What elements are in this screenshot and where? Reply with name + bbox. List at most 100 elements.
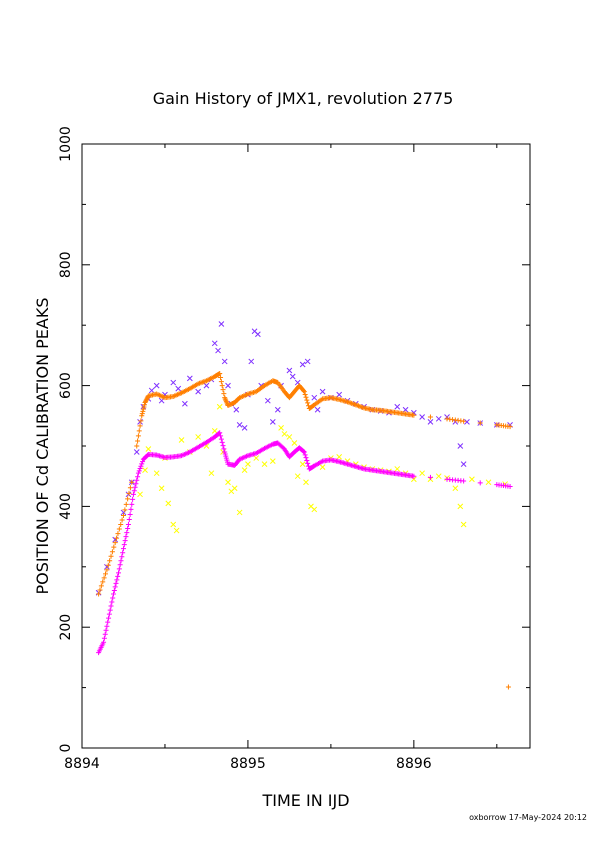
data-point bbox=[132, 484, 138, 490]
data-point bbox=[218, 375, 224, 381]
data-point bbox=[109, 549, 115, 555]
data-point bbox=[123, 534, 129, 540]
data-point bbox=[106, 615, 112, 621]
data-point bbox=[302, 391, 308, 397]
data-point bbox=[144, 396, 150, 402]
data-point bbox=[102, 631, 108, 637]
data-point bbox=[178, 437, 185, 443]
data-point bbox=[108, 603, 114, 609]
data-point bbox=[427, 418, 434, 425]
data-point bbox=[461, 418, 467, 424]
data-point bbox=[127, 485, 133, 491]
data-point bbox=[477, 420, 483, 426]
data-point bbox=[289, 373, 296, 380]
data-point bbox=[216, 430, 222, 436]
data-point bbox=[104, 567, 110, 573]
data-point bbox=[464, 418, 470, 425]
data-point bbox=[319, 388, 326, 395]
data-point bbox=[125, 491, 132, 498]
data-point bbox=[125, 522, 131, 528]
data-point bbox=[217, 371, 223, 377]
data-point bbox=[104, 623, 110, 629]
data-point bbox=[226, 402, 232, 408]
data-point bbox=[241, 467, 248, 474]
data-point bbox=[219, 383, 225, 389]
data-point bbox=[336, 454, 343, 460]
data-point bbox=[211, 428, 218, 434]
data-point bbox=[158, 485, 165, 492]
data-point bbox=[460, 461, 467, 467]
data-point bbox=[253, 455, 260, 461]
data-point bbox=[286, 367, 293, 374]
data-point bbox=[248, 358, 255, 365]
data-point bbox=[113, 580, 119, 586]
data-point bbox=[140, 408, 146, 414]
data-point bbox=[411, 473, 417, 479]
data-point bbox=[135, 438, 141, 444]
data-point bbox=[435, 473, 442, 480]
data-point bbox=[107, 558, 113, 564]
data-point bbox=[457, 443, 464, 449]
data-point bbox=[195, 434, 202, 440]
data-point bbox=[294, 473, 301, 480]
data-point bbox=[115, 573, 121, 579]
data-point bbox=[319, 464, 326, 470]
data-point bbox=[304, 457, 310, 463]
data-point bbox=[122, 538, 128, 544]
data-point bbox=[461, 478, 467, 484]
data-point bbox=[208, 470, 215, 477]
data-point bbox=[119, 554, 125, 560]
data-point bbox=[336, 391, 343, 398]
data-point bbox=[116, 566, 122, 572]
data-point bbox=[130, 491, 136, 497]
data-point bbox=[143, 398, 149, 404]
data-point bbox=[427, 414, 433, 420]
data-point bbox=[142, 467, 148, 474]
data-point bbox=[264, 397, 271, 404]
data-point bbox=[118, 558, 124, 564]
data-point bbox=[122, 507, 128, 513]
data-point bbox=[116, 526, 122, 532]
data-point bbox=[143, 397, 149, 403]
data-point bbox=[217, 430, 223, 436]
data-point bbox=[304, 397, 310, 403]
x-tick-label: 8895 bbox=[230, 756, 266, 772]
y-tick-label: 600 bbox=[58, 372, 74, 399]
data-point bbox=[452, 485, 459, 492]
data-point bbox=[301, 448, 307, 454]
data-point bbox=[278, 425, 284, 431]
data-point bbox=[127, 511, 133, 517]
data-point bbox=[148, 387, 155, 394]
data-point bbox=[136, 428, 142, 434]
data-point bbox=[505, 684, 511, 690]
data-point bbox=[485, 479, 492, 486]
data-point bbox=[507, 483, 513, 489]
data-point bbox=[131, 488, 137, 494]
data-point bbox=[299, 461, 306, 467]
data-point bbox=[216, 371, 222, 377]
data-point bbox=[121, 542, 127, 548]
y-tick-label: 800 bbox=[58, 251, 74, 278]
data-point bbox=[103, 571, 109, 577]
data-point bbox=[116, 570, 122, 576]
data-point bbox=[215, 347, 221, 354]
data-point bbox=[110, 595, 116, 601]
data-point bbox=[139, 411, 145, 417]
data-point bbox=[165, 500, 172, 507]
data-point bbox=[311, 394, 318, 401]
data-point bbox=[138, 418, 144, 424]
data-series bbox=[95, 321, 513, 690]
data-point bbox=[236, 422, 243, 428]
data-point bbox=[186, 375, 193, 382]
data-point bbox=[435, 415, 442, 422]
data-point bbox=[120, 550, 126, 556]
data-point bbox=[427, 474, 433, 480]
data-point bbox=[227, 402, 233, 408]
data-point bbox=[411, 412, 417, 418]
data-point bbox=[111, 544, 117, 550]
y-axis-label: POSITION OF Cd CALIBRATION PEAKS bbox=[33, 298, 52, 595]
data-point bbox=[314, 406, 321, 413]
data-point bbox=[460, 521, 467, 528]
data-point bbox=[139, 413, 145, 419]
data-point bbox=[394, 403, 401, 410]
